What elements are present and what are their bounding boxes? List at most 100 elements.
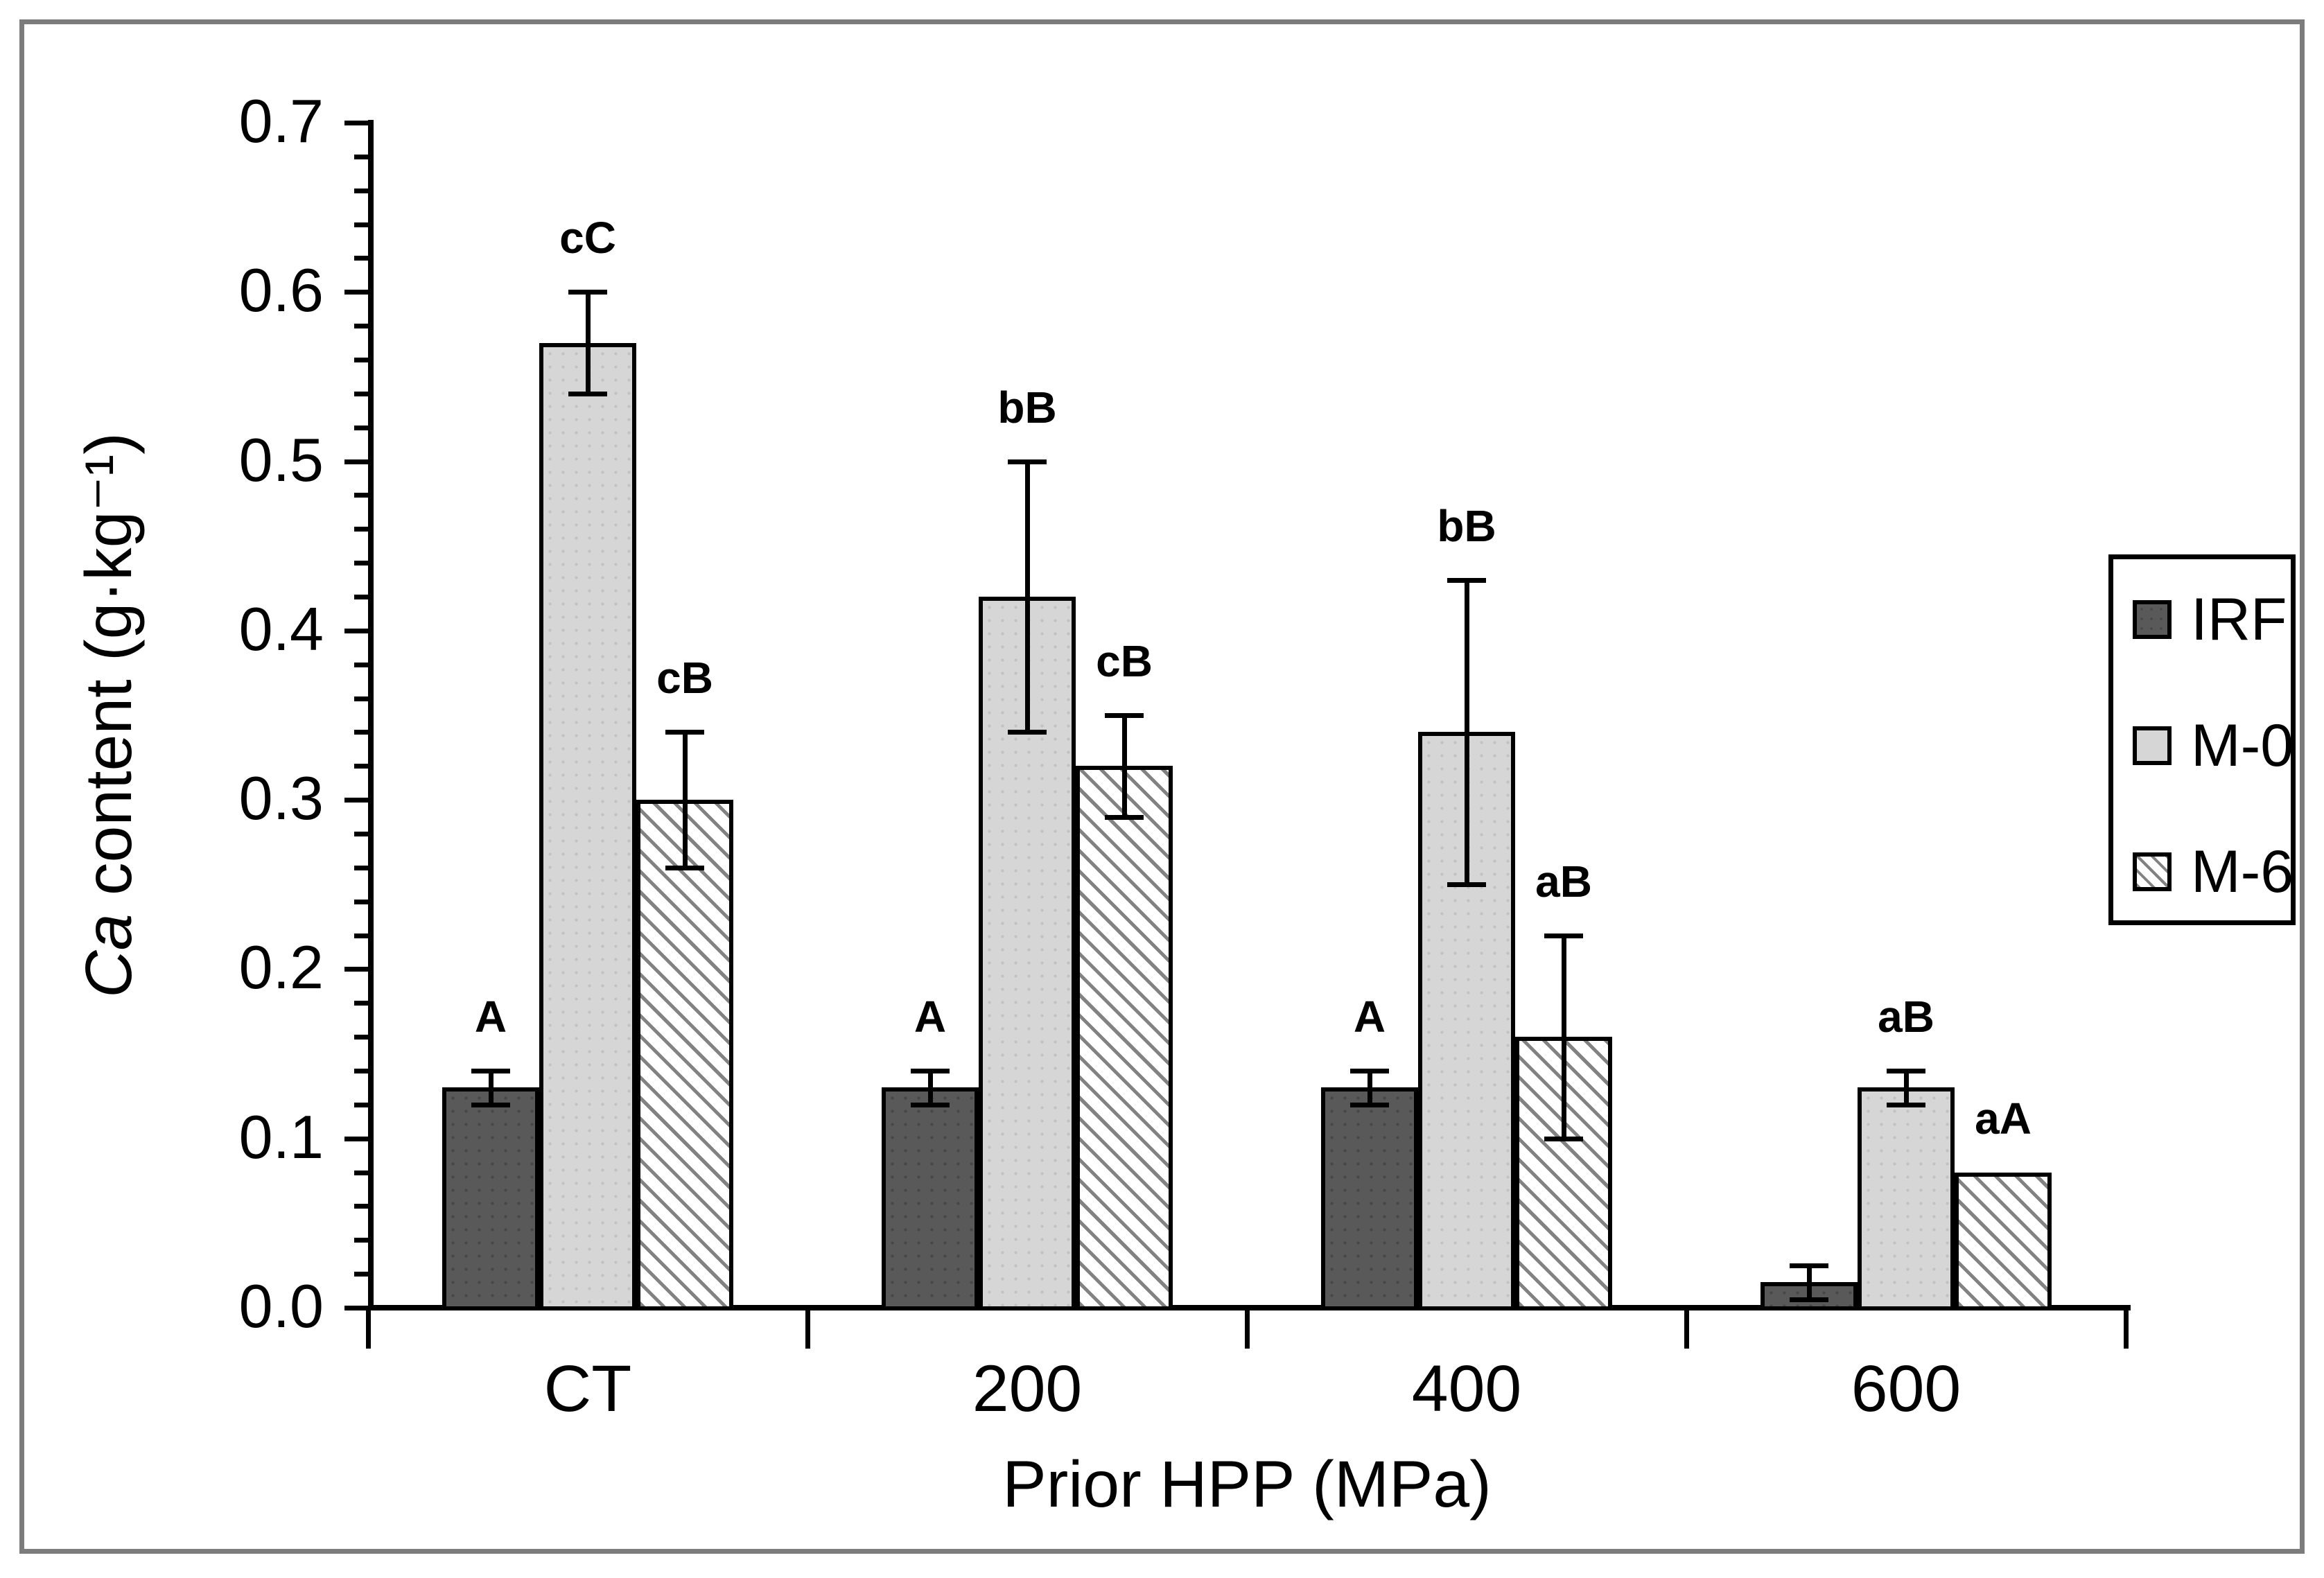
legend-swatch-m0	[2133, 726, 2172, 765]
error-bar-line-M-6-400	[1561, 935, 1566, 1139]
x-category-label: 600	[1851, 1352, 1962, 1426]
y-major-tick	[344, 798, 368, 803]
legend-swatch-m6	[2133, 852, 2172, 891]
bar-M-0-600	[1858, 1087, 1955, 1310]
y-minor-tick	[354, 256, 368, 261]
y-axis-title-rest: content (g·kg⁻¹)	[72, 432, 146, 914]
x-axis-title: Prior HPP (MPa)	[1002, 1448, 1492, 1521]
bar-chart: Ca content (g·kg⁻¹) Prior HPP (MPa) IRF …	[5, 5, 2324, 1578]
y-minor-tick	[354, 1238, 368, 1243]
error-bar-line-M-0-CT	[585, 292, 591, 394]
x-category-label: 400	[1411, 1352, 1522, 1426]
y-tick-label: 0.1	[238, 1102, 324, 1171]
y-tick-label: 0.0	[238, 1272, 324, 1340]
y-minor-tick	[354, 222, 368, 227]
error-bar-line-IRF-CT	[488, 1071, 493, 1105]
y-major-tick	[344, 628, 368, 633]
significance-label-M-0-400: bB	[1437, 500, 1496, 551]
error-bar-cap-top-M-6-200	[1105, 713, 1144, 718]
error-bar-cap-top-M-0-CT	[568, 290, 607, 295]
bar-IRF-200	[882, 1087, 979, 1310]
y-tick-label: 0.7	[238, 87, 324, 155]
y-minor-tick	[354, 324, 368, 329]
error-bar-cap-bottom-M-0-CT	[568, 391, 607, 396]
y-tick-label: 0.6	[238, 256, 324, 325]
error-bar-cap-bottom-IRF-200	[911, 1102, 950, 1107]
significance-label-M-6-200: cB	[1096, 636, 1153, 686]
y-minor-tick	[354, 188, 368, 193]
error-bar-cap-top-IRF-CT	[471, 1069, 510, 1073]
error-bar-cap-top-M-0-400	[1447, 577, 1486, 583]
y-axis-title-italic: Ca	[72, 913, 146, 998]
y-axis-line	[368, 120, 374, 1310]
error-bar-line-IRF-600	[1806, 1265, 1812, 1299]
error-bar-cap-top-M-6-CT	[665, 730, 704, 735]
error-bar-line-M-6-CT	[682, 732, 688, 868]
bar-M-6-200	[1076, 766, 1173, 1310]
y-tick-label: 0.5	[238, 425, 324, 494]
y-minor-tick	[354, 899, 368, 904]
error-bar-cap-top-IRF-400	[1350, 1069, 1389, 1073]
bar-M-6-CT	[636, 800, 733, 1310]
error-bar-cap-bottom-IRF-400	[1350, 1102, 1389, 1107]
y-minor-tick	[354, 1035, 368, 1040]
y-tick-label: 0.4	[238, 594, 324, 663]
x-tick	[805, 1310, 810, 1349]
bar-IRF-CT	[442, 1087, 539, 1310]
y-major-tick	[344, 459, 368, 464]
error-bar-cap-top-M-0-600	[1887, 1069, 1925, 1073]
legend: IRF M-0 M-6	[2108, 554, 2296, 925]
error-bar-cap-bottom-M-6-CT	[665, 865, 704, 870]
y-axis-title: Ca content (g·kg⁻¹)	[72, 432, 146, 998]
legend-label-m6: M-6	[2191, 839, 2294, 905]
error-bar-line-IRF-200	[927, 1071, 933, 1105]
y-minor-tick	[354, 527, 368, 532]
error-bar-cap-bottom-M-0-400	[1447, 882, 1486, 888]
significance-label-IRF-400: A	[1353, 992, 1386, 1042]
y-minor-tick	[354, 1204, 368, 1209]
y-tick-label: 0.2	[238, 933, 324, 1002]
y-major-tick	[344, 1136, 368, 1141]
y-minor-tick	[354, 1069, 368, 1073]
y-minor-tick	[354, 493, 368, 498]
y-minor-tick	[354, 764, 368, 769]
y-major-tick	[344, 290, 368, 295]
y-minor-tick	[354, 865, 368, 870]
y-minor-tick	[354, 1272, 368, 1277]
y-minor-tick	[354, 561, 368, 566]
x-tick	[2124, 1310, 2129, 1349]
x-tick	[1245, 1310, 1250, 1349]
error-bar-cap-top-IRF-600	[1790, 1263, 1828, 1268]
figure-frame: Ca content (g·kg⁻¹) Prior HPP (MPa) IRF …	[19, 19, 2305, 1554]
significance-label-M-6-400: aB	[1535, 856, 1592, 906]
error-bar-line-M-0-400	[1464, 579, 1469, 885]
bar-M-6-600	[1955, 1172, 2052, 1310]
y-minor-tick	[354, 391, 368, 396]
y-major-tick	[344, 1306, 368, 1310]
bar-IRF-400	[1321, 1087, 1418, 1310]
x-tick	[366, 1310, 371, 1349]
y-minor-tick	[354, 730, 368, 735]
error-bar-line-M-6-200	[1121, 715, 1127, 817]
y-minor-tick	[354, 154, 368, 159]
error-bar-cap-top-M-6-400	[1544, 933, 1583, 938]
y-minor-tick	[354, 358, 368, 362]
error-bar-line-IRF-400	[1367, 1071, 1372, 1105]
significance-label-M-0-600: aB	[1878, 992, 1934, 1042]
y-major-tick	[344, 967, 368, 972]
y-minor-tick	[354, 595, 368, 599]
legend-swatch-irf	[2133, 600, 2172, 639]
y-tick-label: 0.3	[238, 764, 324, 833]
y-major-tick	[344, 121, 368, 125]
x-category-label: 200	[972, 1352, 1083, 1426]
y-minor-tick	[354, 1001, 368, 1006]
significance-label-IRF-200: A	[914, 992, 947, 1042]
error-bar-line-M-0-600	[1903, 1071, 1909, 1105]
y-minor-tick	[354, 662, 368, 667]
legend-label-irf: IRF	[2191, 586, 2287, 653]
significance-label-M-6-600: aA	[1975, 1093, 2032, 1143]
significance-label-M-0-200: bB	[997, 382, 1057, 432]
error-bar-cap-bottom-M-6-200	[1105, 814, 1144, 820]
y-minor-tick	[354, 1170, 368, 1175]
significance-label-IRF-CT: A	[474, 992, 507, 1042]
